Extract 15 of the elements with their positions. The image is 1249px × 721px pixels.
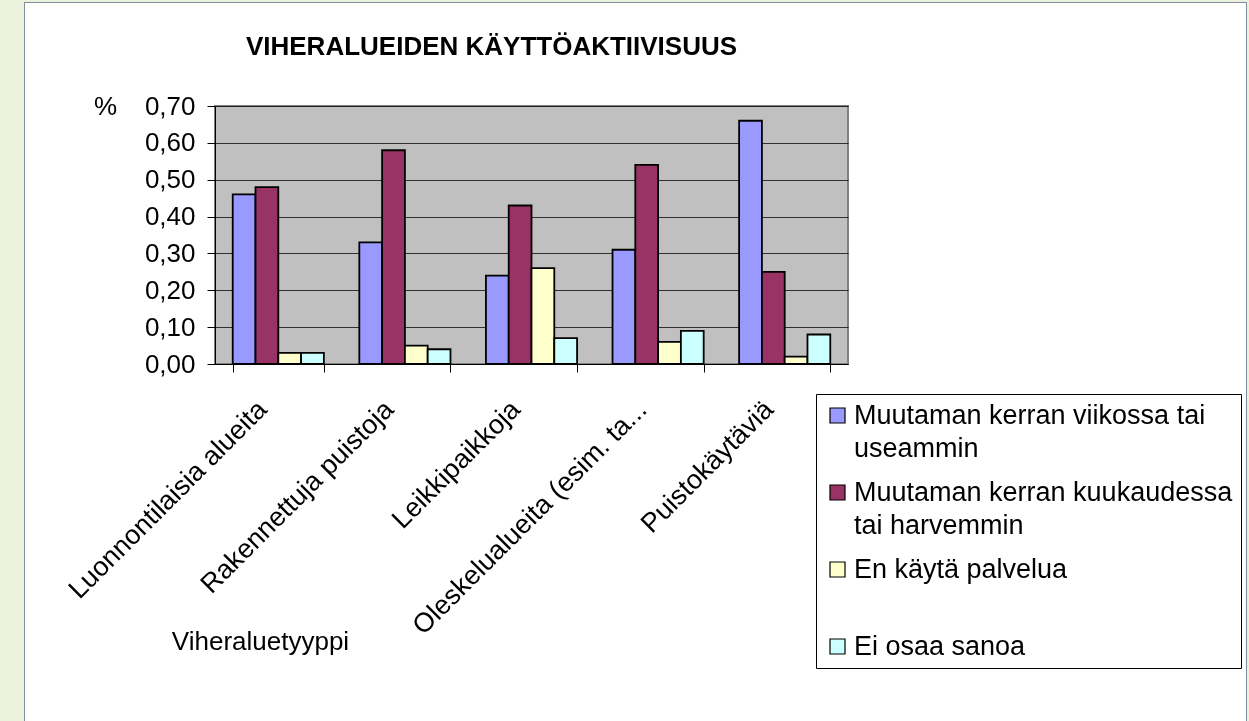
- y-tick-label: 0,60: [144, 127, 196, 158]
- y-axis-title: %: [93, 90, 118, 121]
- y-tick-label: 0,30: [144, 237, 196, 268]
- y-tick-label: 0,00: [144, 348, 196, 379]
- y-tick-label: 0,70: [144, 90, 196, 121]
- legend-label: Muutaman kerran kuukaudessa tai harvemmin: [854, 476, 1234, 540]
- x-axis-title: Viheraluetyyppi: [171, 625, 350, 656]
- legend-label: Muutaman kerran viikossa tai useammin: [854, 399, 1206, 463]
- legend-label: Ei osaa sanoa: [854, 630, 1027, 661]
- y-tick-label: 0,20: [144, 274, 196, 305]
- y-tick-label: 0,40: [144, 201, 196, 232]
- y-tick-label: 0,50: [144, 164, 196, 195]
- chart-title: VIHERALUEIDEN KÄYTTÖAKTIIVISUUS: [245, 31, 738, 61]
- legend-label: En käytä palvelua: [854, 553, 1069, 584]
- y-tick-label: 0,10: [144, 311, 196, 342]
